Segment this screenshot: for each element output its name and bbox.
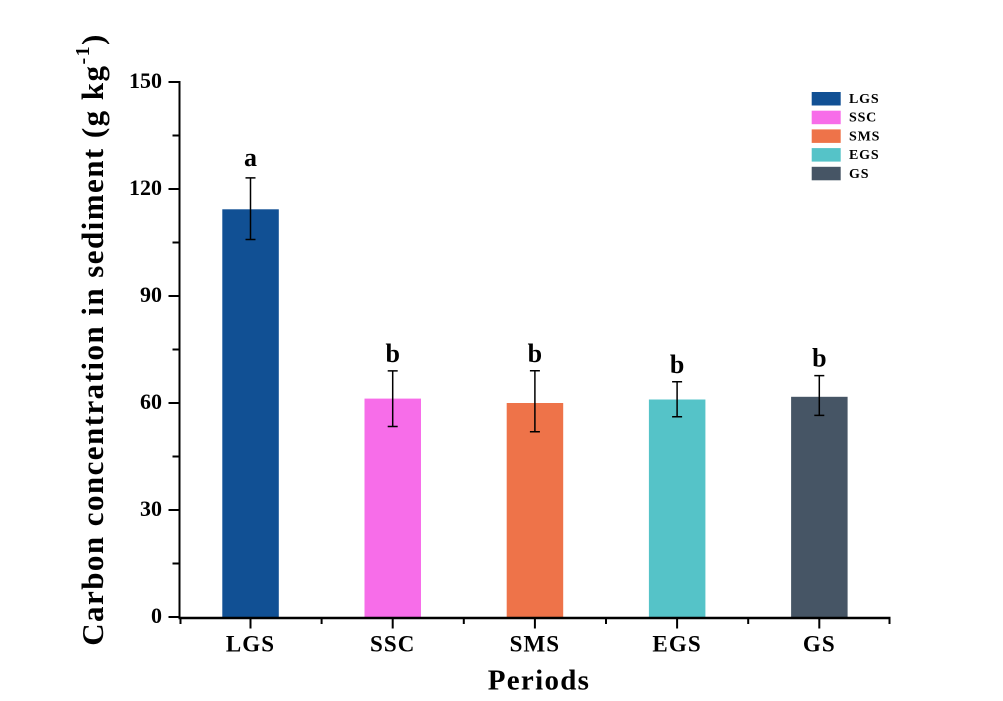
svg-text:150: 150 [129,68,162,93]
svg-text:LGS: LGS [226,632,275,657]
svg-text:0: 0 [151,603,162,628]
svg-text:Carbon concentration in sedime: Carbon concentration in sediment (g kg-1… [72,33,110,646]
svg-text:a: a [244,143,257,172]
svg-text:LGS: LGS [849,92,879,107]
svg-text:GS: GS [803,632,836,657]
svg-text:EGS: EGS [652,632,701,657]
svg-text:30: 30 [140,496,162,521]
svg-text:b: b [528,339,542,368]
svg-text:60: 60 [140,389,162,414]
svg-text:SSC: SSC [849,111,877,126]
svg-text:b: b [670,350,684,379]
svg-text:b: b [385,339,399,368]
svg-text:b: b [812,344,826,373]
svg-text:120: 120 [129,175,162,200]
svg-text:GS: GS [849,167,869,182]
svg-text:90: 90 [140,282,162,307]
svg-text:SMS: SMS [849,129,880,144]
svg-text:EGS: EGS [849,148,879,163]
svg-text:Periods: Periods [488,665,591,697]
svg-text:SSC: SSC [370,632,416,657]
svg-text:SMS: SMS [510,632,561,657]
